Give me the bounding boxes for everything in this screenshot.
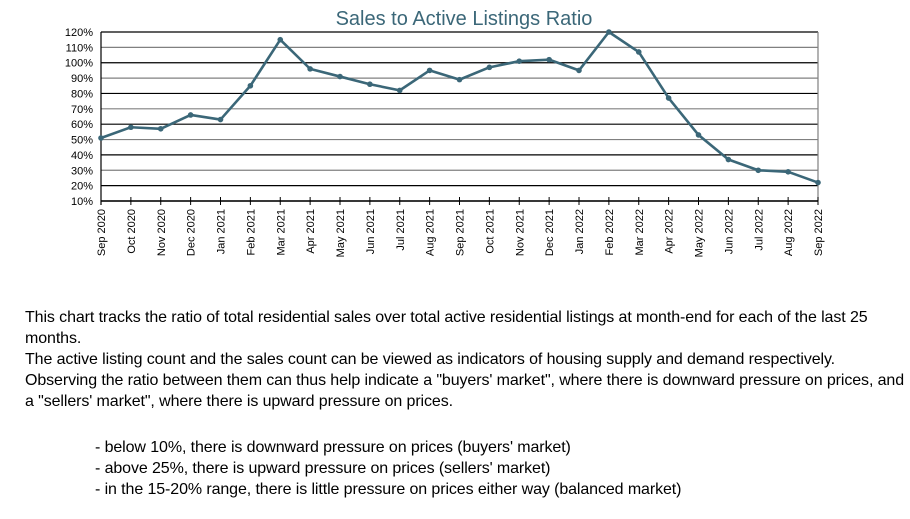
data-point xyxy=(665,95,672,101)
x-tick-label: Apr 2022 xyxy=(664,209,676,254)
x-tick-label: Jun 2021 xyxy=(365,209,377,254)
x-tick-label: Dec 2021 xyxy=(544,209,556,256)
data-point xyxy=(695,132,702,138)
x-tick-label: Sep 2020 xyxy=(96,209,108,256)
threshold-item-sellers: - above 25%, there is upward pressure on… xyxy=(95,460,551,477)
y-tick-label: 30% xyxy=(71,165,93,177)
data-point xyxy=(307,66,313,72)
x-tick-label: Jul 2021 xyxy=(395,209,407,251)
y-tick-label: 60% xyxy=(71,119,93,131)
x-tick-label: Oct 2020 xyxy=(126,209,138,254)
y-tick-label: 20% xyxy=(71,181,93,193)
data-point xyxy=(486,64,493,71)
x-tick-label: May 2021 xyxy=(335,209,347,257)
data-point xyxy=(546,56,552,63)
data-point xyxy=(576,67,582,74)
gridlines xyxy=(100,31,819,205)
data-point xyxy=(755,167,762,174)
x-tick-label: Jul 2022 xyxy=(753,209,765,251)
data-point xyxy=(725,156,732,163)
data-point xyxy=(815,179,821,186)
y-tick-label: 80% xyxy=(71,88,93,100)
y-axis: 10% 20% 30% 40% 50% 60% 70% 80% 90% 100% 110% 120% xyxy=(65,27,93,208)
data-point xyxy=(337,73,343,80)
x-tick-label: Mar 2022 xyxy=(634,209,646,255)
data-point xyxy=(516,58,523,64)
data-point xyxy=(635,49,642,55)
x-tick-label: Sep 2022 xyxy=(813,209,825,256)
data-point xyxy=(157,125,164,132)
x-tick-label: Jan 2021 xyxy=(216,209,228,254)
market-thresholds-list: - below 10%, there is downward pressure … xyxy=(95,437,681,500)
data-point xyxy=(247,82,254,89)
chart-title: Sales to Active Listings Ratio xyxy=(336,8,593,30)
threshold-item-buyers: - below 10%, there is downward pressure … xyxy=(95,439,571,456)
x-tick-label: Aug 2022 xyxy=(783,209,795,256)
x-tick-label: May 2022 xyxy=(694,209,706,257)
y-tick-label: 110% xyxy=(66,42,94,54)
chart-description: This chart tracks the ratio of total res… xyxy=(25,307,905,412)
threshold-item-balanced: - in the 15-20% range, there is little p… xyxy=(95,481,682,498)
data-point xyxy=(785,169,791,175)
x-tick-label: Jan 2022 xyxy=(574,209,586,254)
x-tick-label: Apr 2021 xyxy=(305,209,317,254)
x-tick-label: Oct 2021 xyxy=(484,209,496,254)
x-tick-label: Aug 2021 xyxy=(425,209,437,256)
x-tick-label: Feb 2022 xyxy=(604,209,616,255)
data-point xyxy=(456,76,463,83)
data-point xyxy=(217,116,224,123)
y-tick-label: 100% xyxy=(65,58,93,70)
x-tick-label: Nov 2020 xyxy=(156,209,168,256)
series-line xyxy=(100,30,819,184)
x-tick-label: Nov 2021 xyxy=(514,209,526,256)
x-tick-label: Mar 2021 xyxy=(275,209,287,255)
x-axis: Sep 2020 Oct 2020 Nov 2020 Dec 2020 Jan 2021… xyxy=(96,197,825,257)
data-point xyxy=(277,36,284,43)
x-tick-label: Dec 2020 xyxy=(186,209,198,256)
y-tick-label: 120% xyxy=(65,27,93,39)
data-point xyxy=(367,81,373,88)
y-tick-label: 70% xyxy=(71,104,93,116)
x-tick-label: Jun 2022 xyxy=(723,209,735,254)
data-point xyxy=(98,135,104,141)
line-chart: Sales to Active Listings Ratio 10% 20% 30%… xyxy=(65,8,825,257)
data-point xyxy=(187,112,194,118)
data-point xyxy=(396,87,403,94)
series-line-group xyxy=(98,29,821,186)
y-tick-label: 40% xyxy=(71,150,93,162)
y-tick-label: 10% xyxy=(71,196,93,208)
data-point xyxy=(128,124,134,131)
x-tick-label: Feb 2021 xyxy=(245,209,257,255)
description-paragraph-2: The active listing count and the sales c… xyxy=(25,351,905,410)
y-tick-label: 50% xyxy=(71,135,93,147)
data-point xyxy=(426,67,433,74)
x-tick-label: Sep 2021 xyxy=(455,209,467,256)
data-point xyxy=(606,29,612,35)
description-paragraph-1: This chart tracks the ratio of total res… xyxy=(25,309,868,347)
y-tick-label: 90% xyxy=(71,73,93,85)
